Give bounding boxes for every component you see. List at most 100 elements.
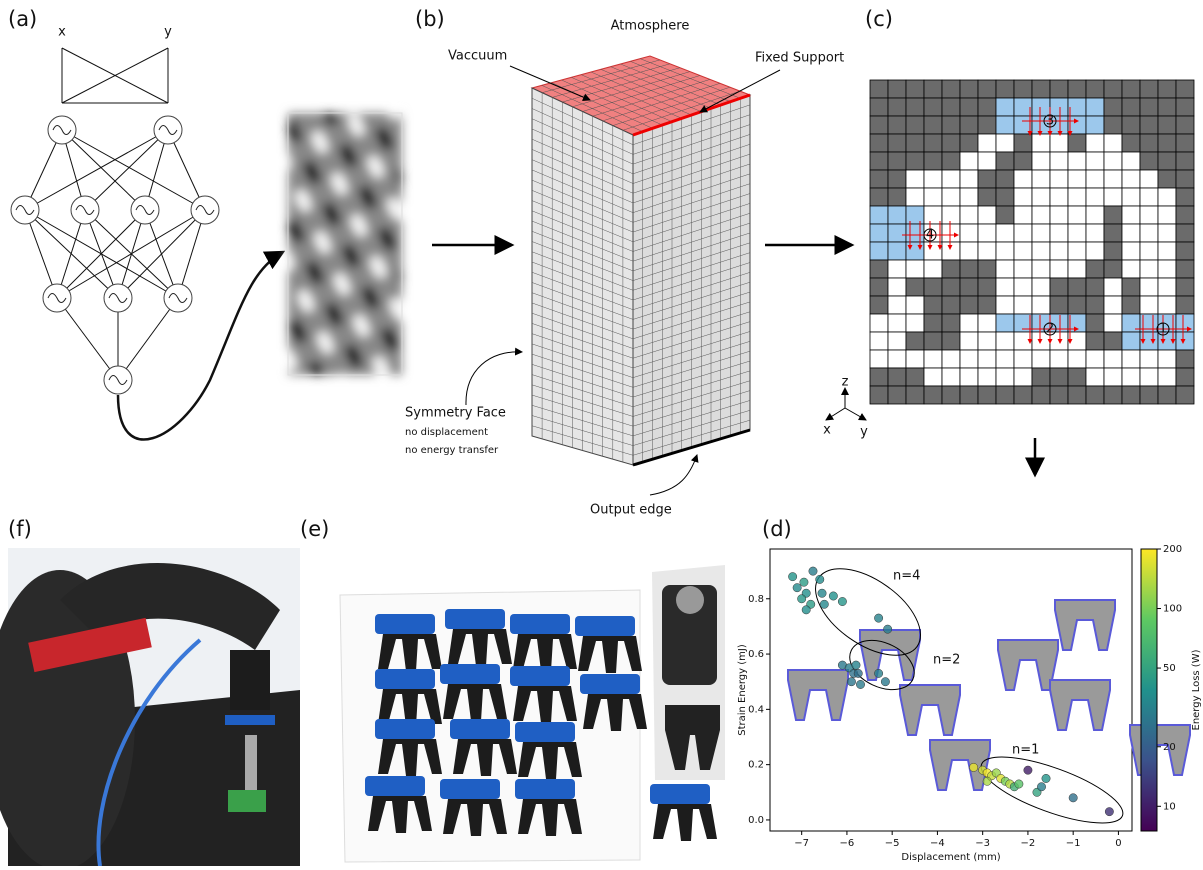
- voxel: [977, 295, 997, 315]
- gripper-base: [510, 666, 570, 686]
- gripper-fingers: [378, 689, 442, 726]
- point: [874, 613, 884, 623]
- point: [788, 572, 798, 582]
- gripper-fingers: [513, 634, 577, 671]
- voxel: [1121, 241, 1141, 261]
- voxel: [869, 169, 889, 189]
- voxel: [1139, 187, 1159, 207]
- activation: [195, 205, 215, 215]
- voxel: [1031, 295, 1051, 315]
- y-axis-label: Strain Energy (mJ): [737, 644, 748, 736]
- mesh-line: [632, 134, 751, 175]
- point: [1041, 774, 1051, 783]
- voxel: [1031, 349, 1051, 369]
- voxel: [887, 295, 907, 315]
- voxel: [1103, 205, 1123, 225]
- voxel: [1121, 259, 1141, 279]
- voxel: [1157, 295, 1177, 315]
- voxel: [1157, 187, 1177, 207]
- region-marker: [923, 228, 937, 242]
- label: Fixed Support: [755, 51, 844, 66]
- voxel: [1103, 151, 1123, 171]
- voxel: [1049, 169, 1069, 189]
- output-edge-line: [632, 428, 751, 467]
- voxel: [1121, 115, 1141, 135]
- voxel: [869, 259, 889, 279]
- voxel: [905, 223, 925, 243]
- voxel: [959, 79, 979, 99]
- voxel: [1157, 259, 1177, 279]
- gripper-base: [575, 616, 635, 636]
- voxel: [977, 79, 997, 99]
- voxel: [1049, 295, 1069, 315]
- voxel: [995, 223, 1015, 243]
- voxel: [1175, 385, 1195, 405]
- point: [808, 566, 818, 576]
- voxel: [1157, 223, 1177, 243]
- voxel: [959, 97, 979, 117]
- mesh-line: [592, 79, 711, 117]
- voxel: [887, 277, 907, 297]
- voxel: [1175, 133, 1195, 153]
- mesh-line: [531, 364, 634, 398]
- voxel: [941, 331, 961, 351]
- mesh-line: [531, 169, 634, 213]
- voxel: [1031, 133, 1051, 153]
- point: [969, 762, 979, 772]
- gripper-part: [665, 705, 720, 770]
- voxel: [959, 241, 979, 261]
- voxel: [959, 367, 979, 387]
- voxel: [1013, 385, 1033, 405]
- voxel: [1067, 169, 1087, 189]
- voxel: [1175, 241, 1195, 261]
- voxel: [1157, 349, 1177, 369]
- voxel: [923, 313, 943, 333]
- voxel: [1139, 277, 1159, 297]
- voxel: [995, 151, 1015, 171]
- edge: [56, 209, 206, 299]
- voxel: [1013, 259, 1033, 279]
- voxel: [1157, 367, 1177, 387]
- mesh-line: [531, 292, 634, 330]
- mesh-line: [632, 291, 751, 330]
- mesh-line: [531, 302, 634, 340]
- voxel: [869, 367, 889, 387]
- voxel: [1121, 349, 1141, 369]
- point: [880, 677, 890, 687]
- voxel: [1139, 79, 1159, 99]
- voxel: [941, 205, 961, 225]
- voxel: [1157, 277, 1177, 297]
- gripper-base: [515, 722, 575, 742]
- voxel: [923, 295, 943, 315]
- voxel: [959, 349, 979, 369]
- gripper-base: [580, 674, 640, 694]
- gripper-fingers: [578, 636, 642, 673]
- mesh-line: [632, 390, 751, 427]
- annotation: n=2: [933, 653, 960, 668]
- label: Symmetry Face: [405, 406, 506, 421]
- voxel: [1139, 115, 1159, 135]
- voxel: [887, 331, 907, 351]
- voxel: [1103, 223, 1123, 243]
- input-label: y: [164, 25, 172, 40]
- point: [799, 577, 809, 587]
- voxel: [995, 259, 1015, 279]
- colorbar-label: Energy Loss (W): [1191, 649, 1202, 730]
- render: [859, 629, 921, 681]
- gripper-fingers: [453, 739, 517, 776]
- panel-label: (d): [762, 517, 792, 541]
- activation: [158, 125, 178, 135]
- mesh-line: [531, 128, 634, 175]
- voxel: [923, 331, 943, 351]
- gripper-base: [440, 664, 500, 684]
- voxel: [1139, 97, 1159, 117]
- arrow: [649, 454, 699, 496]
- point: [874, 668, 884, 678]
- voxel: [1121, 385, 1141, 405]
- voxel: [1103, 331, 1123, 351]
- voxel: [1139, 385, 1159, 405]
- render: [787, 669, 849, 721]
- mesh-line: [632, 360, 751, 398]
- voxel: [1085, 115, 1105, 135]
- voxel: [1139, 205, 1159, 225]
